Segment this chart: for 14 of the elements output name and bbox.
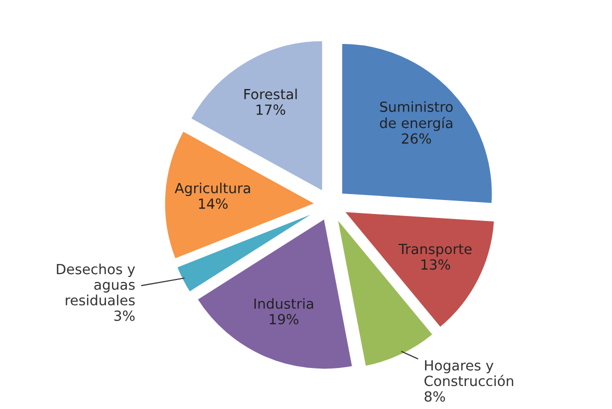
data-label: 13% <box>422 259 450 270</box>
slice-label: Desechos y aguas residuales <box>56 264 135 306</box>
data-label: 14% <box>199 198 228 209</box>
data-label: 26% <box>402 133 432 144</box>
slice-label: Hogares y Construcción <box>424 360 514 386</box>
slice-label: Transporte <box>398 244 472 257</box>
data-label: 19% <box>270 314 298 324</box>
data-label: 3% <box>114 310 135 321</box>
slice-label: Suministro de energía <box>380 101 453 131</box>
data-label: 8% <box>424 391 445 402</box>
slice-label: Forestal <box>244 88 297 100</box>
data-label: 17% <box>256 104 286 115</box>
slice-label: Industria <box>254 298 314 309</box>
slice-label: Agricultura <box>174 182 250 196</box>
